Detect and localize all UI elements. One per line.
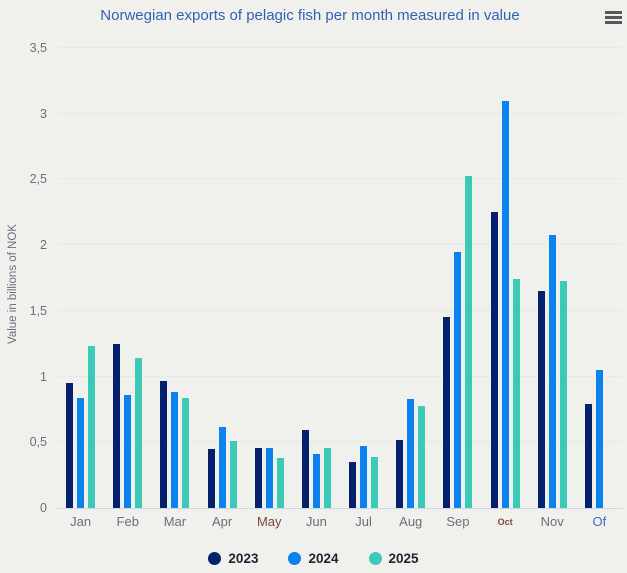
legend-label: 2023 <box>228 550 259 566</box>
bar-group-oct <box>482 48 529 508</box>
x-axis-label-nov: Nov <box>540 514 564 529</box>
y-axis-labels: 0 0,5 1 1,5 2 2,5 3 3,5 <box>0 41 47 515</box>
x-axis-label-jan: Jan <box>70 514 92 529</box>
bar-2025-feb[interactable] <box>135 358 143 508</box>
bar-2025-nov[interactable] <box>559 280 567 508</box>
legend-label: 2024 <box>308 550 339 566</box>
bar-2023-aug[interactable] <box>396 439 404 508</box>
x-axis-labels: Jan Feb Mar Apr May Jun Jul Aug Sep Oct Nov Of <box>57 514 623 530</box>
bar-2023-sep[interactable] <box>443 317 451 508</box>
bar-2025-jun[interactable] <box>323 447 331 508</box>
x-axis-label-of: Of <box>592 514 607 529</box>
bar-2024-jan[interactable] <box>77 397 85 508</box>
bar-2025-oct[interactable] <box>512 279 520 508</box>
gridline <box>57 178 623 180</box>
bar-group-of <box>576 48 623 508</box>
y-axis-label: 2 <box>40 238 47 253</box>
y-axis-label: 0 <box>40 501 47 515</box>
legend-marker-icon <box>368 551 382 565</box>
y-axis-label: 1,5 <box>29 303 47 318</box>
bar-2025-sep[interactable] <box>465 175 473 508</box>
bar-2024-oct[interactable] <box>501 100 509 508</box>
legend-item-2025[interactable]: 2025 <box>368 550 419 566</box>
bar-2024-aug[interactable] <box>407 398 415 508</box>
bar-2024-sep[interactable] <box>454 251 462 508</box>
bar-2025-mar[interactable] <box>182 397 190 508</box>
bar-2025-aug[interactable] <box>418 405 426 508</box>
bar-2023-of[interactable] <box>584 404 592 508</box>
bar-2023-apr[interactable] <box>207 448 215 508</box>
context-menu-button[interactable] <box>601 8 625 30</box>
bar-group-jul <box>340 48 387 508</box>
x-axis-label-aug: Aug <box>399 514 423 529</box>
x-axis-label-mar: Mar <box>163 514 187 529</box>
bar-2023-feb[interactable] <box>113 343 121 508</box>
bar-group-feb <box>104 48 151 508</box>
bar-2023-jan[interactable] <box>66 383 74 508</box>
bar-2024-may[interactable] <box>265 447 273 508</box>
legend-item-2024[interactable]: 2024 <box>288 550 339 566</box>
bar-2025-may[interactable] <box>276 458 284 508</box>
gridline <box>57 47 623 48</box>
bar-2023-nov[interactable] <box>537 291 545 508</box>
bar-group-jun <box>293 48 340 508</box>
legend-label: 2025 <box>388 550 419 566</box>
x-axis-label-jul: Jul <box>355 514 372 529</box>
gridline <box>57 441 623 443</box>
gridline <box>57 244 623 246</box>
y-axis-label: 0,5 <box>29 435 47 450</box>
bar-2025-jul[interactable] <box>371 456 379 508</box>
legend-marker-icon <box>208 551 222 565</box>
legend-marker-icon <box>288 551 302 565</box>
y-axis-label: 1 <box>40 369 47 384</box>
x-axis-label-apr: Apr <box>211 514 233 529</box>
gridline <box>57 112 623 114</box>
bar-2023-mar[interactable] <box>160 380 168 508</box>
bar-group-may <box>246 48 293 508</box>
y-axis-label: 2,5 <box>29 172 47 187</box>
bar-group-mar <box>151 48 198 508</box>
bar-2024-apr[interactable] <box>218 426 226 508</box>
bar-2023-may[interactable] <box>254 447 262 508</box>
y-axis-label: 3,5 <box>29 41 47 55</box>
bar-2024-mar[interactable] <box>171 392 179 508</box>
bar-2023-jun[interactable] <box>301 430 309 508</box>
gridline <box>57 375 623 377</box>
bar-2024-jun[interactable] <box>312 454 320 508</box>
plot-area <box>57 47 623 509</box>
x-axis-label-may: May <box>256 514 282 529</box>
bar-2024-jul[interactable] <box>360 446 368 508</box>
bar-group-aug <box>387 48 434 508</box>
gridline <box>57 309 623 311</box>
bar-2025-jan[interactable] <box>88 346 96 508</box>
bar-2024-nov[interactable] <box>548 234 556 508</box>
bar-2024-of[interactable] <box>595 370 603 508</box>
y-axis-label: 3 <box>40 106 47 121</box>
x-axis-label-sep: Sep <box>446 514 470 529</box>
legend-item-2023[interactable]: 2023 <box>208 551 258 566</box>
chart-title: Norwegian exports of pelagic fish per mo… <box>100 7 520 24</box>
bar-group-nov <box>529 48 576 508</box>
x-axis-label-oct: Oct <box>497 517 513 527</box>
x-axis-label-feb: Feb <box>116 514 139 529</box>
bar-group-jan <box>57 48 104 508</box>
bar-2024-feb[interactable] <box>124 394 132 508</box>
bar-group-apr <box>199 48 246 508</box>
legend: 2023 2024 2025 <box>0 548 627 568</box>
bar-2023-oct[interactable] <box>490 212 498 508</box>
x-axis-label-jun: Jun <box>305 514 327 529</box>
hamburger-menu-icon <box>604 11 622 24</box>
bar-group-sep <box>434 48 481 508</box>
bar-2025-apr[interactable] <box>229 440 237 508</box>
bar-2023-jul[interactable] <box>349 462 357 508</box>
